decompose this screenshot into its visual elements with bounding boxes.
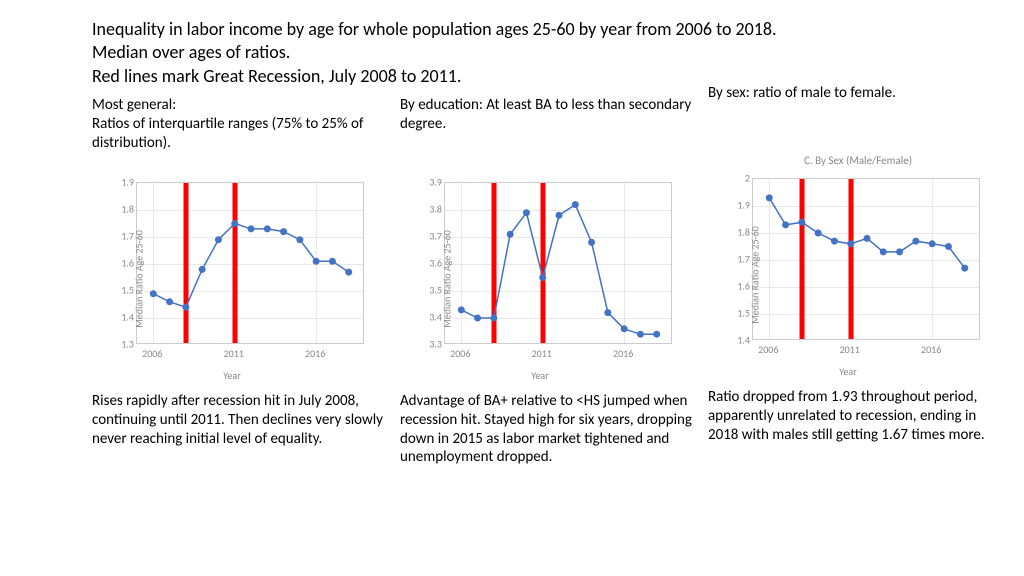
x-axis-label: Year — [92, 369, 372, 382]
plot-area — [444, 182, 672, 344]
ytick-label: 1.5 — [732, 307, 750, 320]
ytick-label: 1.4 — [116, 311, 134, 324]
title-line-1: Inequality in labor income by age for wh… — [92, 18, 777, 40]
title-line-2: Median over ages of ratios. — [92, 41, 290, 63]
plot-area — [752, 178, 980, 340]
ytick-label: 1.6 — [732, 280, 750, 293]
chart-c: 1.4 1.5 1.6 1.7 1.8 1.9 2 2006 2011 2016 Median Ra… — [708, 170, 988, 380]
plot-area — [136, 182, 364, 344]
xtick-label: 2016 — [921, 343, 941, 356]
panel-a-chart-title — [92, 158, 392, 172]
panel-a-caption: Rises rapidly after recession hit in Jul… — [92, 392, 392, 448]
xtick-label: 2006 — [450, 347, 470, 360]
xtick-label: 2011 — [532, 347, 552, 360]
panel-c-top-label: By sex: ratio of male to female. — [708, 84, 896, 142]
ytick-label: 1.7 — [732, 253, 750, 266]
ytick-label: 3.6 — [424, 257, 442, 270]
panel-c-caption: Ratio dropped from 1.93 throughout perio… — [708, 388, 1008, 444]
xtick-label: 2011 — [840, 343, 860, 356]
panel-b-caption: Advantage of BA+ relative to <HS jumped … — [400, 392, 700, 467]
ytick-label: 1.3 — [116, 338, 134, 351]
ytick-label: 1.8 — [732, 226, 750, 239]
line-series — [137, 183, 363, 343]
panel-a-top-label: Most general:Ratios of interquartile ran… — [92, 96, 392, 154]
chart-b: 3.3 3.4 3.5 3.6 3.7 3.8 3.9 2006 2011 2016 Median … — [400, 174, 680, 384]
ytick-label: 1.4 — [732, 334, 750, 347]
panel-education: By education: At least BA to less than s… — [400, 96, 700, 467]
x-axis-label: Year — [400, 369, 680, 382]
xtick-label: 2006 — [758, 343, 778, 356]
x-axis-label: Year — [708, 365, 988, 378]
ytick-label: 1.8 — [116, 203, 134, 216]
ytick-label: 3.7 — [424, 230, 442, 243]
ytick-label: 3.5 — [424, 284, 442, 297]
y-axis-label: Median Ratio Age 25-60 — [132, 230, 145, 328]
ytick-label: 1.5 — [116, 284, 134, 297]
panel-b-chart-title — [400, 158, 700, 172]
ytick-label: 3.8 — [424, 203, 442, 216]
panel-b-top-label: By education: At least BA to less than s… — [400, 96, 700, 154]
y-axis-label: Median Ratio Age 25-60 — [440, 230, 453, 328]
panel-general: Most general:Ratios of interquartile ran… — [92, 96, 392, 448]
ytick-label: 2 — [732, 172, 750, 185]
ytick-label: 1.6 — [116, 257, 134, 270]
chart-a: 1.3 1.4 1.5 1.6 1.7 1.8 1.9 2006 2011 2016 Median … — [92, 174, 372, 384]
xtick-label: 2016 — [613, 347, 633, 360]
ytick-label: 3.9 — [424, 176, 442, 189]
ytick-label: 1.7 — [116, 230, 134, 243]
ytick-label: 3.4 — [424, 311, 442, 324]
title-line-3: Red lines mark Great Recession, July 200… — [92, 65, 461, 87]
ytick-label: 3.3 — [424, 338, 442, 351]
xtick-label: 2011 — [224, 347, 244, 360]
xtick-label: 2016 — [305, 347, 325, 360]
ytick-label: 1.9 — [116, 176, 134, 189]
ytick-label: 1.9 — [732, 199, 750, 212]
y-axis-label: Median Ratio Age 25-60 — [748, 226, 761, 324]
page-title: Inequality in labor income by age for wh… — [92, 18, 994, 88]
panel-c-chart-title: C. By Sex (Male/Female) — [708, 154, 1008, 168]
line-series — [445, 183, 671, 343]
line-series — [753, 179, 979, 339]
panel-sex: By sex: ratio of male to female. C. By S… — [708, 96, 1008, 444]
xtick-label: 2006 — [142, 347, 162, 360]
